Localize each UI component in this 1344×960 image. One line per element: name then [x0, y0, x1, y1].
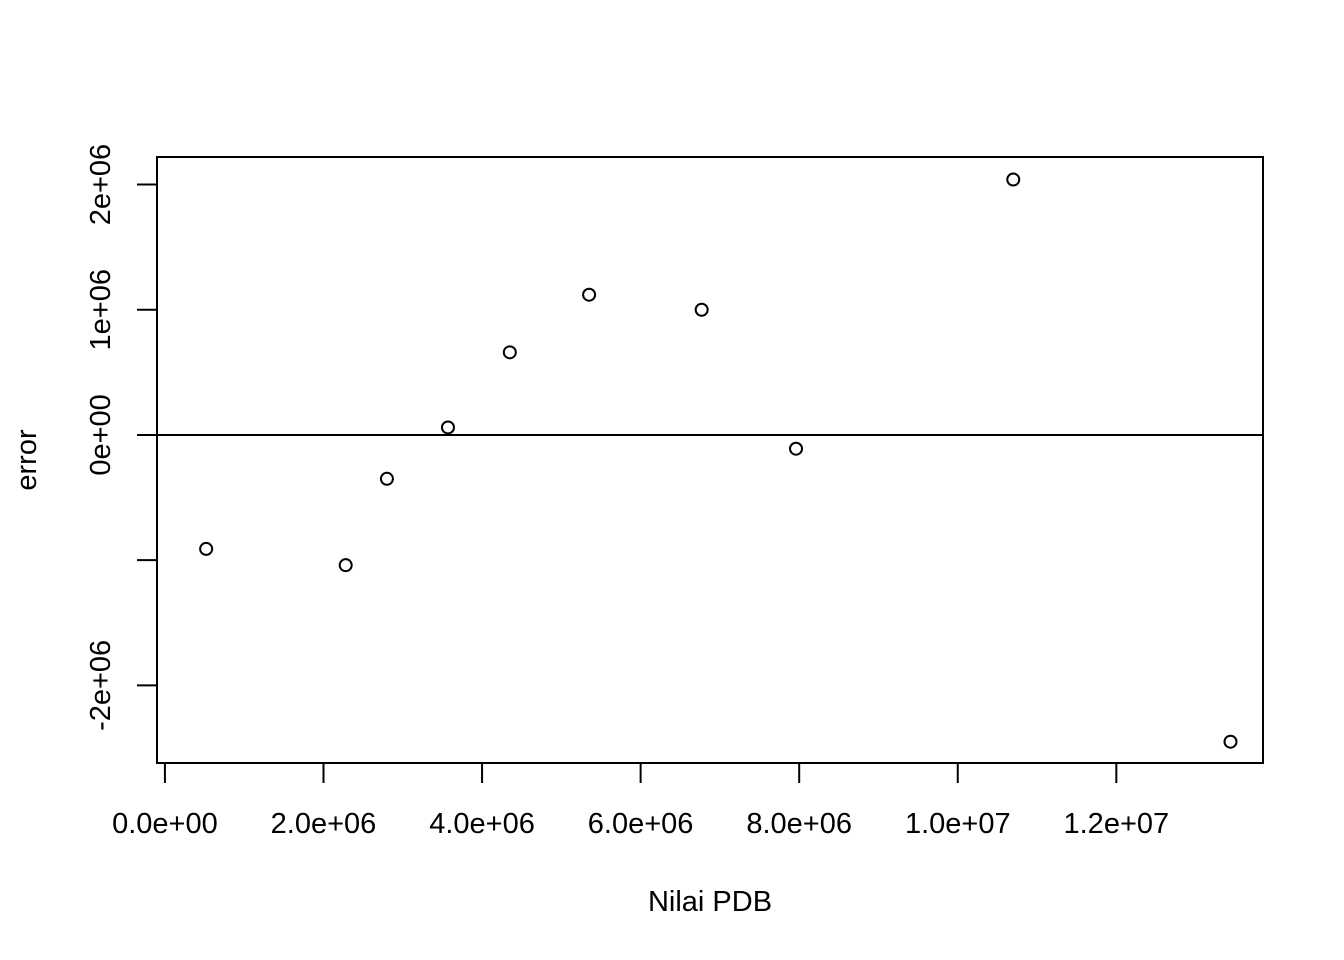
- x-tick-label: 1.0e+07: [905, 808, 1011, 840]
- data-point: [1006, 172, 1021, 187]
- x-tick-label: 4.0e+06: [429, 808, 535, 840]
- y-tick-label: 2e+06: [85, 144, 117, 225]
- x-tick-label: 0.0e+00: [112, 808, 218, 840]
- data-point: [338, 558, 353, 573]
- y-axis-title: error: [11, 429, 43, 491]
- data-point: [502, 345, 517, 360]
- data-point: [694, 302, 709, 317]
- data-point: [440, 420, 455, 435]
- x-axis: 0.0e+00 2.0e+06 4.0e+06 6.0e+06 8.0e+06 1.0e+…: [112, 762, 1170, 840]
- data-point: [199, 541, 214, 556]
- y-tick-label: 0e+00: [85, 394, 117, 475]
- data-point: [789, 441, 804, 456]
- plot-frame: [156, 156, 1264, 764]
- x-tick-label: 2.0e+06: [271, 808, 377, 840]
- y-tick-label: 1e+06: [85, 269, 117, 350]
- x-tick-label: 6.0e+06: [588, 808, 694, 840]
- x-tick-label: 8.0e+06: [746, 808, 852, 840]
- data-point: [379, 471, 394, 486]
- x-tick-label: 1.2e+07: [1064, 808, 1170, 840]
- data-point: [582, 287, 597, 302]
- y-tick-label: -2e+06: [85, 640, 117, 731]
- data-points: [199, 172, 1238, 749]
- y-axis: -2e+06 0e+00 1e+06 2e+06: [85, 144, 158, 731]
- data-point: [1223, 734, 1238, 749]
- x-axis-title: Nilai PDB: [648, 886, 772, 918]
